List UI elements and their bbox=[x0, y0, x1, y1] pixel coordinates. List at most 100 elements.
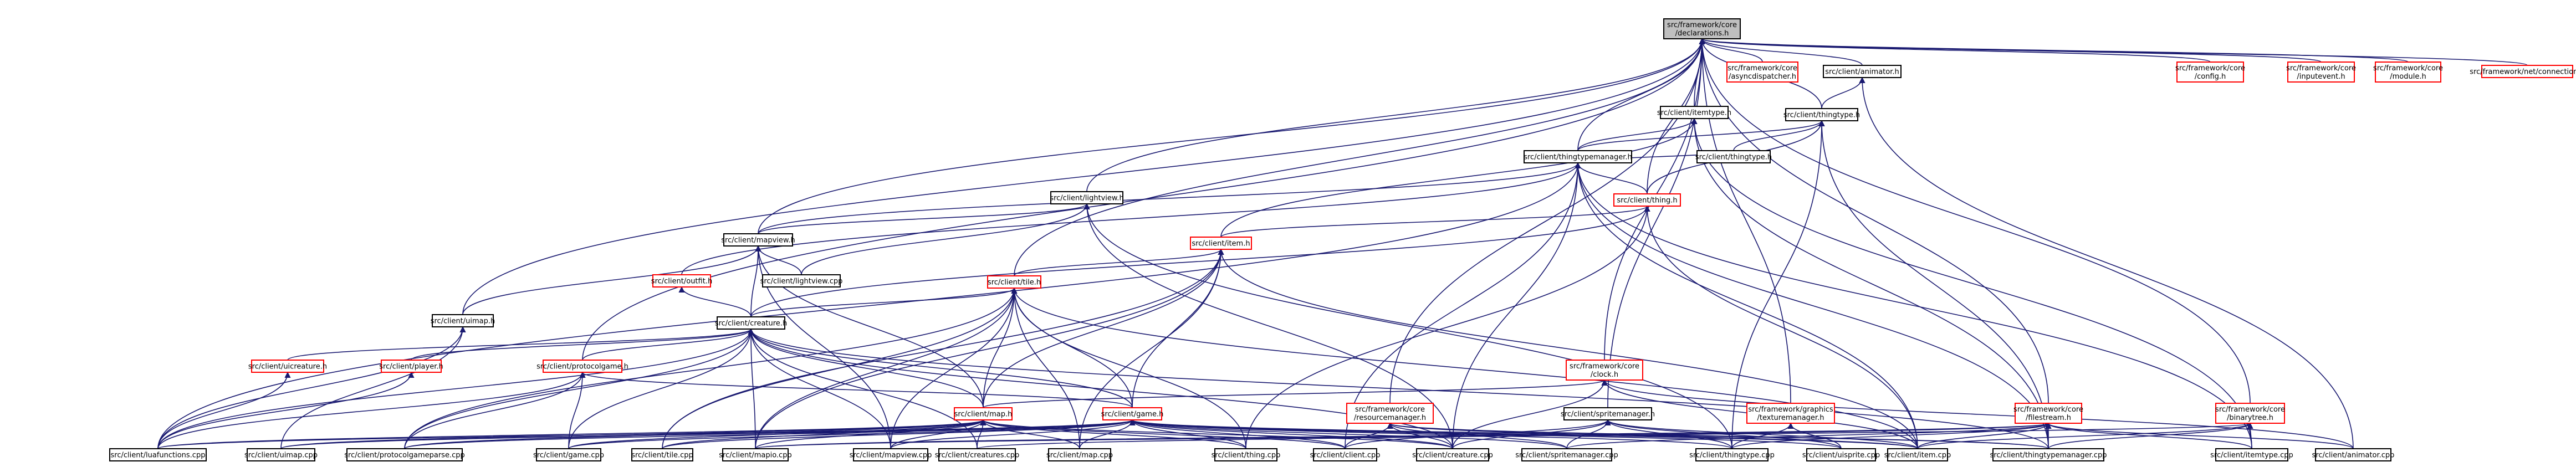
node-thingtype-h[interactable]: src/client/thingtype.h bbox=[1783, 108, 1860, 121]
edge-map_h-to-creature_h bbox=[748, 328, 984, 408]
edge-map_h-to-clock_h bbox=[983, 379, 1608, 408]
edge-thing_cpp-to-map_h bbox=[980, 419, 1246, 449]
node-player-h[interactable]: src/client/player.h bbox=[379, 360, 443, 373]
edge-tile_h-to-declarations bbox=[1014, 38, 1705, 276]
edge-game_cpp-to-protocolgame_h bbox=[568, 371, 586, 449]
node-filestream-h[interactable]: src/framework/core/filestream.h bbox=[2013, 403, 2083, 424]
node-mapview-cpp[interactable]: src/client/mapview.cpp bbox=[850, 448, 932, 461]
node-map-cpp[interactable]: src/client/map.cpp bbox=[1046, 448, 1113, 461]
node-config[interactable]: src/framework/core/config.h bbox=[2175, 61, 2245, 83]
edge-luafunctions_cpp-to-protocolgame_h bbox=[157, 371, 586, 449]
node-label-line: src/client/thingtypemanager.h bbox=[1524, 153, 1632, 162]
edge-spritemanager_cpp-to-resourcemanager_h bbox=[1387, 422, 1567, 449]
edge-game_cpp-to-map_h bbox=[568, 419, 987, 449]
node-creatures-cpp[interactable]: src/client/creatures.cpp bbox=[935, 448, 1020, 461]
node-animator-h[interactable]: src/client/animator.h bbox=[1823, 65, 1902, 78]
node-label-line: src/client/thing.h bbox=[1617, 197, 1677, 205]
edge-creature_cpp-to-thingtypemanager_h bbox=[1452, 162, 1581, 449]
node-itemtype-cpp[interactable]: src/client/itemtype.cpp bbox=[2210, 448, 2293, 461]
node-map-h[interactable]: src/client/map.h bbox=[954, 407, 1013, 420]
node-label-line: src/framework/core bbox=[1355, 406, 1425, 414]
edge-map_h-to-item_h bbox=[983, 248, 1224, 408]
node-thingtypemanager-h[interactable]: src/client/thingtypemanager.h bbox=[1524, 150, 1632, 163]
edge-lightview_cpp-to-mapview_h bbox=[755, 245, 802, 275]
edge-creature_cpp-to-clock_h bbox=[1452, 379, 1608, 449]
node-spritemanager-h[interactable]: src/client/spritemanager.h bbox=[1561, 407, 1655, 420]
edge-tile_h-to-item_h bbox=[1014, 248, 1224, 276]
node-animator-cpp[interactable]: src/client/animator.cpp bbox=[2312, 448, 2395, 461]
node-creature-h[interactable]: src/client/creature.h bbox=[715, 316, 787, 330]
edge-luafunctions_cpp-to-thingtypemanager_h bbox=[157, 162, 1581, 449]
node-box bbox=[652, 274, 711, 288]
node-resourcemanager-h[interactable]: src/framework/core/resourcemanager.h bbox=[1346, 403, 1434, 424]
node-protocolgame-h[interactable]: src/client/protocolgame.h bbox=[536, 360, 628, 373]
edge-config-to-declarations bbox=[1699, 38, 2211, 63]
node-box bbox=[1214, 448, 1277, 461]
node-label-line: src/client/thingtype.cpp bbox=[1689, 451, 1775, 460]
node-box bbox=[1048, 448, 1111, 461]
node-inputevent[interactable]: src/framework/core/inputevent.h bbox=[2286, 61, 2356, 83]
node-lightview-h[interactable]: src/client/lightview.h bbox=[1050, 191, 1124, 204]
edge-lightview_h-to-declarations bbox=[1086, 38, 1705, 192]
node-label-line: src/client/itemtype.h bbox=[1657, 109, 1731, 117]
edge-outfit_h-to-thingtypemanager_h bbox=[681, 162, 1581, 275]
node-box bbox=[723, 233, 793, 247]
node-label-line: src/client/mapview.h bbox=[721, 237, 795, 245]
node-label-line: /module.h bbox=[2390, 73, 2426, 81]
node-luafunctions-cpp[interactable]: src/client/luafunctions.cpp bbox=[109, 448, 207, 461]
edge-item_cpp-to-filestream_h bbox=[1917, 422, 2052, 449]
node-texturemanager-h[interactable]: src/framework/graphics/texturemanager.h bbox=[1746, 403, 1835, 424]
node-item-cpp[interactable]: src/client/item.cpp bbox=[1884, 448, 1951, 461]
node-protocolgameparse-cpp[interactable]: src/client/protocolgameparse.cpp bbox=[344, 448, 465, 461]
node-uicreature-h[interactable]: src/client/uicreature.h bbox=[248, 360, 327, 373]
node-connection[interactable]: src/framework/net/connection.h bbox=[2470, 65, 2576, 78]
node-declarations[interactable]: src/framework/core/declarations.h bbox=[1663, 18, 1741, 39]
node-thingtype-cpp[interactable]: src/client/thingtype.h bbox=[1695, 150, 1772, 163]
node-uisprite-cpp[interactable]: src/client/uisprite.cpp bbox=[1802, 448, 1880, 461]
node-tile-h[interactable]: src/client/tile.h bbox=[987, 275, 1041, 289]
node-box bbox=[1695, 448, 1769, 461]
node-binarytree-h[interactable]: src/framework/core/binarytree.h bbox=[2215, 403, 2285, 424]
node-thingtypemanager-cpp[interactable]: src/client/thingtypemanager.cpp bbox=[1990, 448, 2107, 461]
node-outfit-h[interactable]: src/client/outfit.h bbox=[651, 274, 712, 288]
node-mapview-h[interactable]: src/client/mapview.h bbox=[721, 233, 795, 247]
edge-item_cpp-to-thingtypemanager_h bbox=[1575, 162, 1918, 449]
edge-map_cpp-to-item_h bbox=[1079, 248, 1224, 449]
node-mapio-cpp[interactable]: src/client/mapio.cpp bbox=[719, 448, 792, 461]
node-lightview-cpp[interactable]: src/client/lightview.cpp bbox=[760, 274, 843, 288]
node-box bbox=[109, 448, 207, 461]
dependency-edges bbox=[157, 38, 2528, 449]
node-label-line: src/framework/core bbox=[2215, 406, 2285, 414]
node-itemtype-h[interactable]: src/client/itemtype.h bbox=[1657, 106, 1731, 119]
node-label-line: src/framework/core bbox=[1727, 64, 1797, 73]
node-box bbox=[1823, 65, 1902, 78]
edge-luafunctions_cpp-to-uicreature_h bbox=[157, 371, 291, 449]
node-uimap-h[interactable]: src/client/uimap.h bbox=[431, 314, 495, 327]
edge-creature_cpp-to-lightview_h bbox=[1083, 203, 1453, 449]
edge-thingtypemanager_cpp-to-thingtypemanager_h bbox=[1575, 162, 2049, 449]
edge-item_cpp-to-spritemanager_h bbox=[1604, 419, 1918, 449]
node-client-cpp[interactable]: src/client/client.cpp bbox=[1310, 448, 1381, 461]
node-spritemanager-cpp[interactable]: src/client/spritemanager.cpp bbox=[1515, 448, 1618, 461]
node-box bbox=[2315, 448, 2391, 461]
node-game-cpp[interactable]: src/client/game.cpp bbox=[533, 448, 604, 461]
edge-creature_cpp-to-map_h bbox=[980, 419, 1453, 449]
node-label-line: src/client/game.cpp bbox=[533, 451, 604, 460]
node-module-h[interactable]: src/framework/core/module.h bbox=[2373, 61, 2443, 83]
node-box bbox=[1521, 448, 1612, 461]
edge-mapio_cpp-to-creature_h bbox=[748, 328, 756, 449]
node-clock-h[interactable]: src/framework/core/clock.h bbox=[1566, 360, 1643, 381]
node-label-line: /declarations.h bbox=[1675, 29, 1729, 38]
node-thing-cpp[interactable]: src/client/thing.cpp bbox=[1212, 448, 1281, 461]
edge-uimap_cpp-to-uimap_h bbox=[280, 326, 466, 449]
edge-mapview_h-to-thingtypemanager_h bbox=[758, 162, 1581, 234]
edge-mapio_cpp-to-tile_h bbox=[755, 287, 1018, 449]
node-tile-cpp[interactable]: src/client/tile.cpp bbox=[631, 448, 693, 461]
node-thingtype-cpp2[interactable]: src/client/thingtype.cpp bbox=[1689, 448, 1775, 461]
node-item-h[interactable]: src/client/item.h bbox=[1190, 237, 1252, 250]
node-uimap-cpp[interactable]: src/client/uimap.cpp bbox=[244, 448, 318, 461]
node-asyncdispatcher[interactable]: src/framework/core/asyncdispatcher.h bbox=[1726, 61, 1798, 83]
node-creature-cpp[interactable]: src/client/creature.cpp bbox=[1412, 448, 1493, 461]
node-game-h[interactable]: src/client/game.h bbox=[1101, 407, 1164, 420]
node-thing-h[interactable]: src/client/thing.h bbox=[1613, 193, 1681, 207]
